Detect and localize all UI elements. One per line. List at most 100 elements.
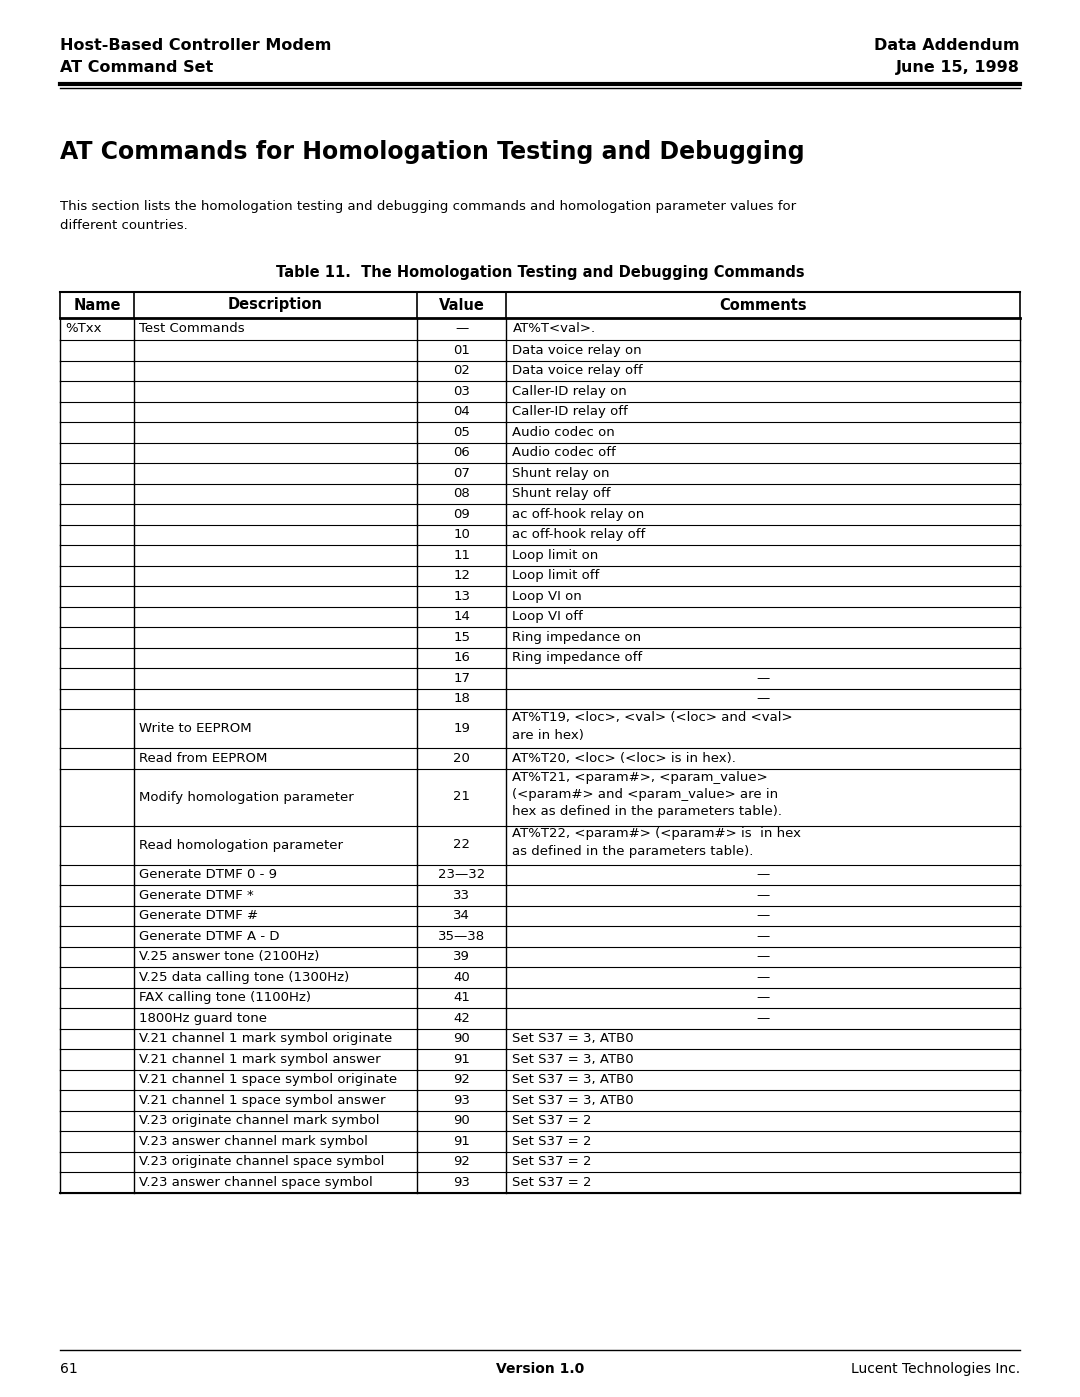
Text: Generate DTMF 0 - 9: Generate DTMF 0 - 9 — [139, 869, 276, 882]
Text: 17: 17 — [454, 672, 470, 685]
Text: 92: 92 — [454, 1073, 470, 1087]
Text: 1800Hz guard tone: 1800Hz guard tone — [139, 1011, 267, 1025]
Text: 41: 41 — [454, 992, 470, 1004]
Text: V.21 channel 1 mark symbol answer: V.21 channel 1 mark symbol answer — [139, 1053, 380, 1066]
Text: Generate DTMF *: Generate DTMF * — [139, 888, 254, 901]
Text: 01: 01 — [454, 344, 470, 356]
Text: Audio codec off: Audio codec off — [512, 446, 617, 460]
Text: 10: 10 — [454, 528, 470, 541]
Text: Loop VI off: Loop VI off — [512, 610, 583, 623]
Text: Ring impedance on: Ring impedance on — [512, 631, 642, 644]
Text: Shunt relay on: Shunt relay on — [512, 467, 610, 479]
Text: AT Commands for Homologation Testing and Debugging: AT Commands for Homologation Testing and… — [60, 140, 805, 163]
Text: —: — — [757, 950, 770, 964]
Text: 21: 21 — [454, 791, 470, 803]
Text: Data voice relay on: Data voice relay on — [512, 344, 642, 356]
Text: AT%T20, <loc> (<loc> is in hex).: AT%T20, <loc> (<loc> is in hex). — [512, 752, 737, 764]
Text: V.25 answer tone (2100Hz): V.25 answer tone (2100Hz) — [139, 950, 320, 964]
Text: Set S37 = 3, ATB0: Set S37 = 3, ATB0 — [512, 1053, 634, 1066]
Text: 40: 40 — [454, 971, 470, 983]
Text: —: — — [455, 323, 469, 335]
Text: Generate DTMF A - D: Generate DTMF A - D — [139, 930, 280, 943]
Text: 93: 93 — [454, 1176, 470, 1189]
Text: Host-Based Controller Modem: Host-Based Controller Modem — [60, 38, 332, 53]
Text: 09: 09 — [454, 507, 470, 521]
Text: 22: 22 — [454, 838, 470, 852]
Text: Loop VI on: Loop VI on — [512, 590, 582, 602]
Text: 90: 90 — [454, 1032, 470, 1045]
Text: This section lists the homologation testing and debugging commands and homologat: This section lists the homologation test… — [60, 200, 796, 232]
Text: —: — — [757, 909, 770, 922]
Text: Set S37 = 2: Set S37 = 2 — [512, 1134, 592, 1148]
Text: 91: 91 — [454, 1053, 470, 1066]
Text: Audio codec on: Audio codec on — [512, 426, 616, 439]
Text: 42: 42 — [454, 1011, 470, 1025]
Text: 20: 20 — [454, 752, 470, 764]
Text: 91: 91 — [454, 1134, 470, 1148]
Text: Caller-ID relay on: Caller-ID relay on — [512, 384, 627, 398]
Text: —: — — [757, 930, 770, 943]
Text: Read homologation parameter: Read homologation parameter — [139, 838, 343, 852]
Text: 04: 04 — [454, 405, 470, 418]
Text: 05: 05 — [454, 426, 470, 439]
Text: V.25 data calling tone (1300Hz): V.25 data calling tone (1300Hz) — [139, 971, 349, 983]
Text: 08: 08 — [454, 488, 470, 500]
Text: Read from EEPROM: Read from EEPROM — [139, 752, 267, 764]
Text: —: — — [757, 888, 770, 901]
Text: V.23 originate channel mark symbol: V.23 originate channel mark symbol — [139, 1115, 379, 1127]
Text: V.21 channel 1 mark symbol originate: V.21 channel 1 mark symbol originate — [139, 1032, 392, 1045]
Text: Loop limit on: Loop limit on — [512, 549, 598, 562]
Text: Shunt relay off: Shunt relay off — [512, 488, 611, 500]
Text: —: — — [757, 971, 770, 983]
Text: 11: 11 — [454, 549, 470, 562]
Text: 35—38: 35—38 — [438, 930, 485, 943]
Text: Set S37 = 2: Set S37 = 2 — [512, 1115, 592, 1127]
Text: 93: 93 — [454, 1094, 470, 1106]
Text: %Txx: %Txx — [65, 323, 102, 335]
Text: Version 1.0: Version 1.0 — [496, 1362, 584, 1376]
Text: 13: 13 — [454, 590, 470, 602]
Text: ac off-hook relay off: ac off-hook relay off — [512, 528, 646, 541]
Text: 12: 12 — [454, 569, 470, 583]
Text: 61: 61 — [60, 1362, 78, 1376]
Text: Description: Description — [228, 298, 323, 313]
Text: —: — — [757, 869, 770, 882]
Text: FAX calling tone (1100Hz): FAX calling tone (1100Hz) — [139, 992, 311, 1004]
Text: 07: 07 — [454, 467, 470, 479]
Text: Table 11.  The Homologation Testing and Debugging Commands: Table 11. The Homologation Testing and D… — [275, 265, 805, 279]
Text: 90: 90 — [454, 1115, 470, 1127]
Text: V.21 channel 1 space symbol originate: V.21 channel 1 space symbol originate — [139, 1073, 397, 1087]
Text: Name: Name — [73, 298, 121, 313]
Text: Loop limit off: Loop limit off — [512, 569, 599, 583]
Text: 19: 19 — [454, 722, 470, 735]
Text: V.21 channel 1 space symbol answer: V.21 channel 1 space symbol answer — [139, 1094, 386, 1106]
Text: Comments: Comments — [719, 298, 807, 313]
Text: Modify homologation parameter: Modify homologation parameter — [139, 791, 353, 803]
Text: 33: 33 — [454, 888, 470, 901]
Text: Data voice relay off: Data voice relay off — [512, 365, 643, 377]
Text: 18: 18 — [454, 693, 470, 705]
Text: AT%T22, <param#> (<param#> is  in hex
as defined in the parameters table).: AT%T22, <param#> (<param#> is in hex as … — [512, 827, 801, 858]
Text: ac off-hook relay on: ac off-hook relay on — [512, 507, 645, 521]
Text: Set S37 = 3, ATB0: Set S37 = 3, ATB0 — [512, 1073, 634, 1087]
Text: 02: 02 — [454, 365, 470, 377]
Text: June 15, 1998: June 15, 1998 — [896, 60, 1020, 75]
Text: 03: 03 — [454, 384, 470, 398]
Text: Set S37 = 2: Set S37 = 2 — [512, 1155, 592, 1168]
Text: Set S37 = 2: Set S37 = 2 — [512, 1176, 592, 1189]
Text: Set S37 = 3, ATB0: Set S37 = 3, ATB0 — [512, 1032, 634, 1045]
Text: AT%T<val>.: AT%T<val>. — [512, 323, 595, 335]
Text: Test Commands: Test Commands — [139, 323, 244, 335]
Text: V.23 answer channel mark symbol: V.23 answer channel mark symbol — [139, 1134, 368, 1148]
Text: —: — — [757, 672, 770, 685]
Text: Caller-ID relay off: Caller-ID relay off — [512, 405, 629, 418]
Text: 23—32: 23—32 — [438, 869, 485, 882]
Text: 15: 15 — [454, 631, 470, 644]
Text: —: — — [757, 992, 770, 1004]
Text: —: — — [757, 1011, 770, 1025]
Text: Write to EEPROM: Write to EEPROM — [139, 722, 252, 735]
Text: 39: 39 — [454, 950, 470, 964]
Text: Lucent Technologies Inc.: Lucent Technologies Inc. — [851, 1362, 1020, 1376]
Text: 34: 34 — [454, 909, 470, 922]
Text: 92: 92 — [454, 1155, 470, 1168]
